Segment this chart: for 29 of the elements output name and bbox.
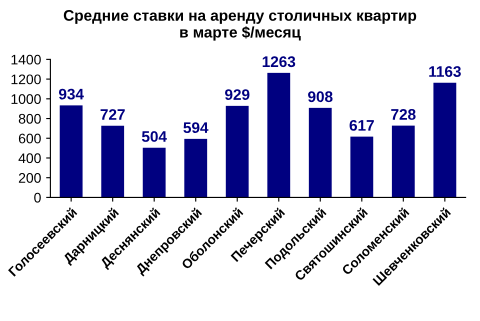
y-tick-label: 1400	[12, 54, 41, 65]
data-label: 594	[183, 122, 208, 134]
bar	[267, 72, 290, 198]
y-tick-label: 0	[34, 192, 41, 203]
y-tick-label: 400	[18, 153, 41, 164]
data-label: 908	[308, 91, 333, 102]
data-label: 728	[391, 109, 416, 120]
data-label: 934	[58, 88, 84, 100]
bar	[184, 138, 208, 198]
bar	[142, 148, 166, 198]
y-tick-label: 1200	[12, 74, 41, 84]
data-label: 1163	[429, 66, 461, 77]
bar	[308, 108, 332, 198]
bar	[350, 136, 374, 198]
chart-title: Средние ставки на аренду столичных квартир в марте $/месяц	[64, 10, 416, 41]
data-label: 617	[350, 120, 374, 131]
y-tick-label: 600	[18, 134, 41, 144]
y-tick-label: 800	[18, 114, 41, 124]
bar	[101, 126, 124, 198]
y-tick-label: 200	[18, 173, 41, 183]
bar	[392, 126, 415, 198]
y-tick-label: 1000	[12, 94, 41, 104]
bar	[226, 106, 249, 198]
bar	[60, 105, 83, 198]
data-label: 504	[142, 131, 167, 142]
data-label: 727	[100, 109, 125, 120]
data-label: 1263	[262, 56, 296, 68]
data-label: 929	[225, 89, 250, 100]
bar	[433, 82, 456, 198]
